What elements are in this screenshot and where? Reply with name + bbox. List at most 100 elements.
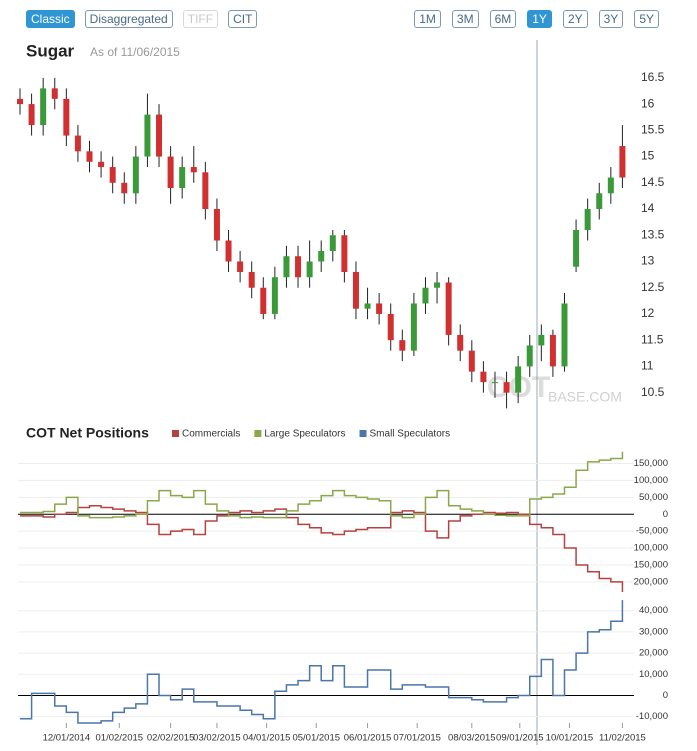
candle-body [526, 345, 533, 367]
candle-body [387, 313, 394, 341]
y-tick-label: 50,000 [639, 492, 668, 503]
chart-title: Sugar [26, 41, 75, 60]
y-tick-label: 13.5 [641, 227, 665, 241]
toolbar-button[interactable]: 2Y [562, 10, 588, 28]
toolbar-button[interactable]: 3M [451, 10, 479, 28]
candle-body [167, 156, 174, 189]
legend-label: Large Speculators [264, 429, 345, 440]
toolbar-button[interactable]: 1M [414, 10, 441, 28]
toolbar-button[interactable]: TIFF [182, 10, 219, 28]
candle-body [549, 334, 556, 367]
candle-body [584, 209, 591, 231]
legend-label: Small Speculators [370, 429, 451, 440]
candle-body [237, 261, 244, 272]
y-tick-label: 11.5 [641, 332, 664, 346]
y-tick-label: 16 [641, 96, 655, 110]
y-tick-label: 20,000 [639, 648, 668, 659]
candle-body [51, 88, 58, 99]
y-tick-label: -150,000 [630, 559, 668, 570]
candle-body [260, 287, 267, 314]
candle-body [40, 88, 47, 126]
toolbar-button[interactable]: 3Y [598, 10, 624, 28]
candle-body [573, 230, 580, 267]
x-tick-label: 09/01/2015 [496, 733, 544, 744]
candle-body [457, 334, 464, 351]
candle-body [63, 98, 70, 136]
y-tick-label: -200,000 [630, 576, 668, 587]
candle-body [538, 334, 545, 346]
candle-body [619, 146, 626, 178]
y-tick-label: 10.5 [641, 385, 665, 399]
y-tick-label: 30,000 [639, 626, 668, 637]
legend-swatch [172, 430, 179, 437]
y-tick-label: 100,000 [634, 475, 668, 486]
y-tick-label: 0 [663, 690, 668, 701]
y-tick-label: 14 [641, 201, 655, 215]
candle-body [607, 177, 614, 194]
candle-body [74, 135, 81, 152]
candle-body [410, 303, 417, 351]
candle-body [561, 303, 568, 367]
x-tick-label: 03/02/2015 [193, 733, 241, 744]
legend-swatch [359, 430, 367, 437]
candle-body [376, 303, 383, 314]
candle-body [28, 104, 35, 126]
candle-body [144, 114, 151, 157]
toolbar-button[interactable]: Classic [26, 10, 75, 28]
x-tick-label: 08/03/2015 [448, 733, 496, 744]
candle-body [491, 382, 498, 384]
candle-body [364, 303, 371, 309]
candle-body [271, 277, 278, 314]
candle-body [399, 340, 406, 351]
toolbar-button[interactable]: CIT [228, 10, 258, 28]
candle-body [86, 151, 93, 162]
series-line [20, 600, 624, 724]
candle-body [248, 271, 255, 288]
chart-subtitle: As of 11/06/2015 [90, 45, 180, 59]
legend-label: Commercials [182, 429, 240, 440]
y-tick-label: 13 [641, 254, 655, 268]
toolbar-button[interactable]: Disaggregated [84, 10, 173, 28]
candle-body [17, 98, 23, 105]
candle-body [503, 382, 510, 393]
toolbar-button[interactable]: 6M [489, 10, 517, 28]
toolbar-button[interactable]: 1Y [527, 10, 552, 28]
candle-body [98, 161, 105, 168]
x-tick-label: 06/01/2015 [344, 733, 392, 744]
candle-body [352, 271, 359, 309]
candle-body [422, 287, 429, 304]
x-tick-label: 07/01/2015 [393, 733, 441, 744]
candle-body [109, 167, 116, 183]
y-tick-label: 16.5 [641, 70, 665, 84]
y-tick-label: 15.5 [641, 123, 665, 137]
y-tick-label: -100,000 [630, 543, 668, 554]
series-line [20, 505, 624, 592]
x-tick-label: 02/02/2015 [147, 733, 195, 744]
candle-body [132, 156, 139, 194]
candle-body [596, 193, 603, 210]
candle-body [318, 250, 325, 262]
y-tick-label: 0 [663, 509, 668, 520]
candle-body [306, 261, 313, 278]
x-tick-label: 04/01/2015 [243, 733, 291, 744]
candle-body [202, 172, 209, 210]
y-tick-label: 40,000 [639, 605, 668, 616]
y-tick-label: -50,000 [636, 526, 668, 537]
candle-body [329, 235, 336, 251]
y-tick-label: 12 [641, 306, 655, 320]
x-tick-label: 11/02/2015 [599, 733, 646, 744]
candle-body [445, 282, 452, 335]
y-tick-label: 14.5 [641, 175, 665, 189]
y-tick-label: 15 [641, 149, 655, 163]
y-tick-label: 11 [641, 359, 654, 373]
candle-body [341, 235, 348, 272]
candle-body [480, 371, 487, 383]
candle-body [515, 366, 522, 393]
y-tick-label: -10,000 [636, 711, 668, 722]
legend-swatch [254, 430, 262, 437]
toolbar-button[interactable]: 5Y [634, 10, 659, 28]
candle-body [225, 240, 232, 262]
series-line [20, 451, 624, 519]
